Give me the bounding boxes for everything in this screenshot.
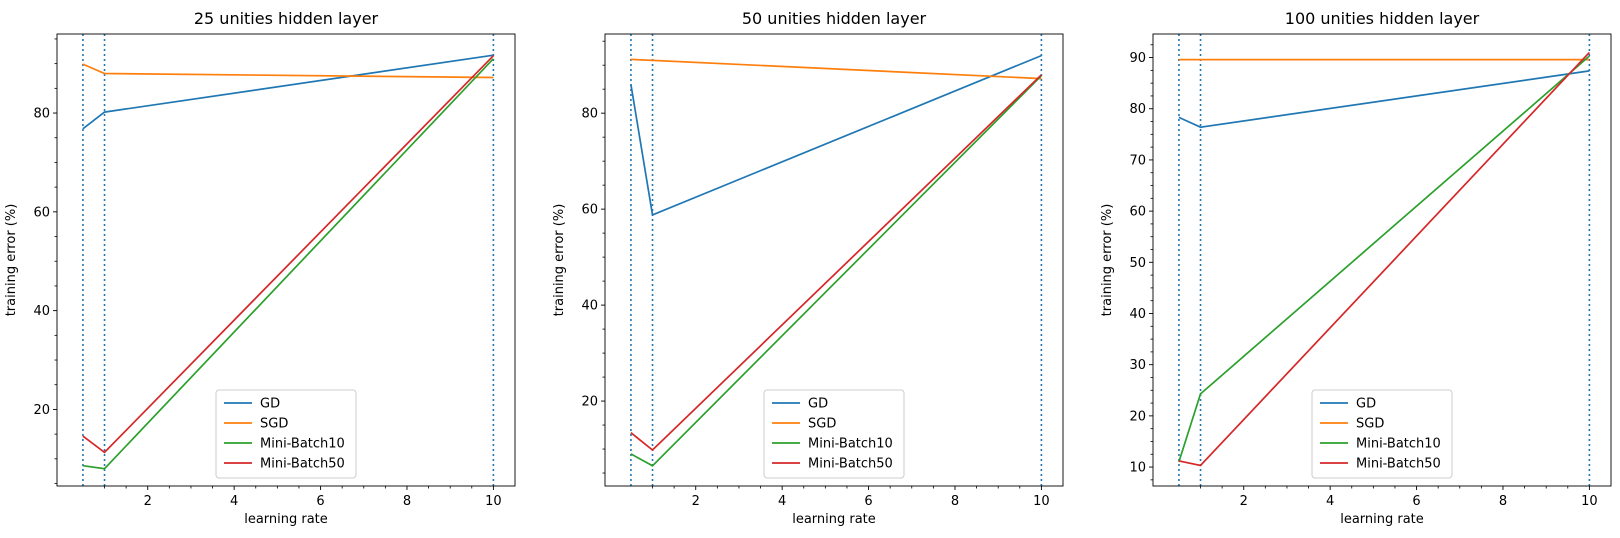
x-axis-label: learning rate	[244, 512, 328, 527]
chart-title: 50 unities hidden layer	[742, 9, 927, 28]
axes-frame	[56, 33, 516, 487]
legend: GD SGD Mini-Batch10 Mini-Batch50	[763, 389, 905, 479]
y-tick-label: 20	[581, 395, 598, 410]
legend: GD SGD Mini-Batch10 Mini-Batch50	[1311, 389, 1453, 479]
x-tick-label: 4	[230, 494, 238, 509]
series-line-mini-batch10	[82, 58, 495, 470]
y-tick-label: 20	[1129, 409, 1146, 424]
chart-title: 100 unities hidden layer	[1285, 9, 1480, 28]
x-tick-label: 6	[1412, 494, 1420, 509]
x-axis-label: learning rate	[792, 512, 876, 527]
legend-label: SGD	[1356, 417, 1384, 432]
legend-label: Mini-Batch10	[808, 437, 893, 452]
legend-box	[763, 389, 905, 479]
legend-box	[215, 389, 357, 479]
legend-label: GD	[260, 397, 280, 412]
x-tick-label: 2	[692, 494, 700, 509]
y-tick-label: 10	[1129, 461, 1146, 476]
y-tick-label: 20	[33, 403, 50, 418]
chart-panel-1: 25 unities hidden layer 2 4 6 8 10 20 40 60 80 lea…	[4, 9, 516, 527]
series-line-gd	[630, 54, 1042, 217]
x-tick-label: 2	[1240, 494, 1248, 509]
chart-title: 25 unities hidden layer	[194, 9, 379, 28]
y-tick-label: 80	[33, 107, 50, 122]
x-tick-label: 8	[403, 494, 411, 509]
y-tick-label: 90	[1129, 51, 1146, 66]
legend-label: Mini-Batch50	[1356, 457, 1441, 472]
x-tick-label: 10	[1033, 494, 1050, 509]
x-tick-label: 8	[951, 494, 959, 509]
x-tick-label: 10	[1581, 494, 1598, 509]
chart-panel-3: 100 unities hidden layer 2 4 6 8 10 10 20 30 40 50…	[1100, 9, 1612, 527]
y-tick-label: 40	[33, 304, 50, 319]
series-line-mini-batch50	[630, 74, 1042, 452]
y-tick-label: 70	[1129, 153, 1146, 168]
y-axis-label: training error (%)	[1100, 204, 1115, 317]
y-axis-label: training error (%)	[4, 204, 19, 317]
series-line-sgd	[82, 63, 494, 79]
y-tick-label: 80	[581, 107, 598, 122]
legend-label: GD	[808, 397, 828, 412]
x-tick-label: 4	[778, 494, 786, 509]
axes-frame	[1152, 33, 1612, 487]
series-line-mini-batch50	[82, 55, 495, 454]
series-line-mini-batch10	[630, 75, 1043, 467]
legend-label: Mini-Batch10	[1356, 437, 1441, 452]
series-line-gd	[1178, 70, 1590, 129]
series-line-mini-batch10	[1178, 55, 1590, 463]
legend-label: GD	[1356, 397, 1376, 412]
legend-label: Mini-Batch50	[808, 457, 893, 472]
chart-panel-2: 50 unities hidden layer 2 4 6 8 10 20 40 60 80 lea…	[552, 9, 1064, 527]
series-line-gd	[82, 54, 494, 130]
axes-frame	[604, 33, 1064, 487]
series-line-mini-batch50	[1178, 51, 1591, 467]
y-tick-label: 50	[1129, 256, 1146, 271]
y-tick-label: 60	[1129, 205, 1146, 220]
y-axis-label: training error (%)	[552, 204, 567, 317]
legend-label: Mini-Batch10	[260, 437, 345, 452]
y-tick-label: 60	[33, 205, 50, 220]
series-line-sgd	[630, 58, 1042, 80]
legend-label: SGD	[260, 417, 288, 432]
x-tick-label: 2	[144, 494, 152, 509]
x-tick-label: 6	[864, 494, 872, 509]
y-tick-label: 40	[1129, 307, 1146, 322]
x-axis-label: learning rate	[1340, 512, 1424, 527]
y-tick-label: 80	[1129, 102, 1146, 117]
y-tick-label: 30	[1129, 358, 1146, 373]
legend-label: SGD	[808, 417, 836, 432]
y-tick-label: 40	[581, 299, 598, 314]
x-tick-label: 8	[1499, 494, 1507, 509]
x-tick-label: 4	[1326, 494, 1334, 509]
legend: GD SGD Mini-Batch10 Mini-Batch50	[215, 389, 357, 479]
legend-label: Mini-Batch50	[260, 457, 345, 472]
x-tick-label: 6	[316, 494, 324, 509]
legend-box	[1311, 389, 1453, 479]
y-tick-label: 60	[581, 203, 598, 218]
x-tick-label: 10	[485, 494, 502, 509]
